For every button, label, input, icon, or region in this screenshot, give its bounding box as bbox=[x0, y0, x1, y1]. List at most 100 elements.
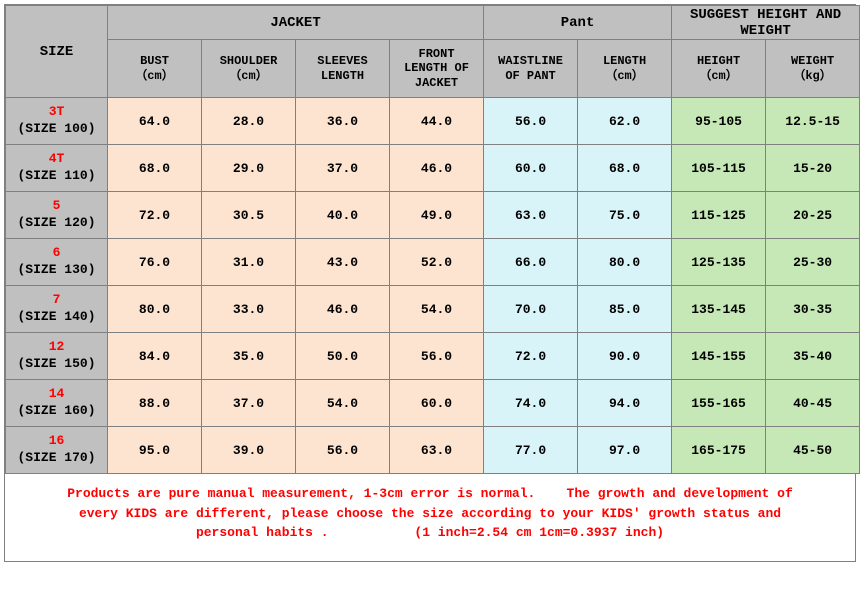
cell-height: 135-145 bbox=[672, 286, 766, 333]
col-weight: WEIGHT （kg） bbox=[766, 40, 860, 98]
cell-length: 80.0 bbox=[578, 239, 672, 286]
note: Products are pure manual measurement, 1-… bbox=[5, 474, 855, 561]
cell-weight: 12.5-15 bbox=[766, 98, 860, 145]
cell-waist: 66.0 bbox=[484, 239, 578, 286]
cell-front: 49.0 bbox=[390, 192, 484, 239]
cell-weight: 45-50 bbox=[766, 427, 860, 474]
cell-size: 12(SIZE 150) bbox=[6, 333, 108, 380]
cell-weight: 30-35 bbox=[766, 286, 860, 333]
note-l1a: Products are pure manual measurement, 1-… bbox=[67, 486, 535, 501]
cell-bust: 95.0 bbox=[108, 427, 202, 474]
cell-sleeves: 56.0 bbox=[296, 427, 390, 474]
table-row: 12(SIZE 150)84.035.050.056.072.090.0145-… bbox=[6, 333, 860, 380]
cell-height: 105-115 bbox=[672, 145, 766, 192]
cell-size: 6 (SIZE 130) bbox=[6, 239, 108, 286]
cell-length: 62.0 bbox=[578, 98, 672, 145]
cell-waist: 74.0 bbox=[484, 380, 578, 427]
size-sub: (SIZE 140) bbox=[17, 309, 95, 324]
table-row: 5(SIZE 120)72.030.540.049.063.075.0115-1… bbox=[6, 192, 860, 239]
size-label: 14 bbox=[49, 386, 65, 401]
cell-sleeves: 46.0 bbox=[296, 286, 390, 333]
cell-length: 94.0 bbox=[578, 380, 672, 427]
cell-size: 3T(SIZE 100) bbox=[6, 98, 108, 145]
cell-height: 155-165 bbox=[672, 380, 766, 427]
note-l1b: The growth and development of bbox=[567, 486, 793, 501]
table-row: 3T(SIZE 100)64.028.036.044.056.062.095-1… bbox=[6, 98, 860, 145]
cell-shoulder: 30.5 bbox=[202, 192, 296, 239]
size-chart: SIZE JACKET Pant SUGGEST HEIGHT AND WEIG… bbox=[4, 4, 856, 562]
cell-front: 44.0 bbox=[390, 98, 484, 145]
col-height: HEIGHT （cm） bbox=[672, 40, 766, 98]
cell-shoulder: 31.0 bbox=[202, 239, 296, 286]
cell-size: 16 (SIZE 170) bbox=[6, 427, 108, 474]
cell-waist: 63.0 bbox=[484, 192, 578, 239]
cell-size: 14 (SIZE 160) bbox=[6, 380, 108, 427]
size-label: 5 bbox=[53, 198, 61, 213]
cell-bust: 88.0 bbox=[108, 380, 202, 427]
cell-shoulder: 37.0 bbox=[202, 380, 296, 427]
cell-height: 125-135 bbox=[672, 239, 766, 286]
cell-waist: 56.0 bbox=[484, 98, 578, 145]
col-sleeves: SLEEVES LENGTH bbox=[296, 40, 390, 98]
col-size: SIZE bbox=[6, 6, 108, 98]
cell-front: 54.0 bbox=[390, 286, 484, 333]
table-row: 7(SIZE 140)80.033.046.054.070.085.0135-1… bbox=[6, 286, 860, 333]
col-bust: BUST （cm） bbox=[108, 40, 202, 98]
cell-sleeves: 43.0 bbox=[296, 239, 390, 286]
cell-weight: 15-20 bbox=[766, 145, 860, 192]
cell-shoulder: 33.0 bbox=[202, 286, 296, 333]
cell-bust: 68.0 bbox=[108, 145, 202, 192]
cell-bust: 64.0 bbox=[108, 98, 202, 145]
table-row: 16(SIZE 170)95.039.056.063.077.097.0165-… bbox=[6, 427, 860, 474]
cell-weight: 40-45 bbox=[766, 380, 860, 427]
size-sub: (SIZE 110) bbox=[17, 168, 95, 183]
note-l2: every KIDS are different, please choose … bbox=[79, 506, 781, 521]
header-row-2: BUST （cm） SHOULDER （cm） SLEEVES LENGTH F… bbox=[6, 40, 860, 98]
cell-weight: 35-40 bbox=[766, 333, 860, 380]
group-pant: Pant bbox=[484, 6, 672, 40]
table-row: 4T(SIZE 110)68.029.037.046.060.068.0105-… bbox=[6, 145, 860, 192]
size-label: 3T bbox=[49, 104, 65, 119]
size-label: 16 bbox=[49, 433, 65, 448]
size-sub: (SIZE 120) bbox=[17, 215, 95, 230]
cell-size: 5 (SIZE 120) bbox=[6, 192, 108, 239]
cell-shoulder: 35.0 bbox=[202, 333, 296, 380]
size-sub: (SIZE 170) bbox=[17, 450, 95, 465]
cell-shoulder: 39.0 bbox=[202, 427, 296, 474]
cell-height: 145-155 bbox=[672, 333, 766, 380]
cell-waist: 77.0 bbox=[484, 427, 578, 474]
group-suggest: SUGGEST HEIGHT AND WEIGHT bbox=[672, 6, 860, 40]
cell-front: 60.0 bbox=[390, 380, 484, 427]
cell-bust: 76.0 bbox=[108, 239, 202, 286]
col-length: LENGTH （cm） bbox=[578, 40, 672, 98]
cell-bust: 72.0 bbox=[108, 192, 202, 239]
cell-sleeves: 40.0 bbox=[296, 192, 390, 239]
size-sub: (SIZE 160) bbox=[17, 403, 95, 418]
cell-waist: 70.0 bbox=[484, 286, 578, 333]
size-table: SIZE JACKET Pant SUGGEST HEIGHT AND WEIG… bbox=[5, 5, 860, 474]
cell-height: 115-125 bbox=[672, 192, 766, 239]
note-l3b: (1 inch=2.54 cm 1cm=0.3937 inch) bbox=[414, 525, 664, 540]
cell-bust: 80.0 bbox=[108, 286, 202, 333]
col-shoulder: SHOULDER （cm） bbox=[202, 40, 296, 98]
cell-front: 46.0 bbox=[390, 145, 484, 192]
suggest-top: SUGGEST HEIGHT AND bbox=[690, 7, 841, 23]
size-label: 6 bbox=[53, 245, 61, 260]
col-waist: WAISTLINE OF PANT bbox=[484, 40, 578, 98]
cell-size: 4T(SIZE 110) bbox=[6, 145, 108, 192]
size-sub: (SIZE 150) bbox=[17, 356, 95, 371]
col-front: FRONT LENGTH OF JACKET bbox=[390, 40, 484, 98]
size-sub: (SIZE 130) bbox=[17, 262, 95, 277]
cell-front: 56.0 bbox=[390, 333, 484, 380]
header-row-1: SIZE JACKET Pant SUGGEST HEIGHT AND WEIG… bbox=[6, 6, 860, 40]
note-l3a: personal habits . bbox=[196, 525, 329, 540]
cell-sleeves: 37.0 bbox=[296, 145, 390, 192]
cell-length: 85.0 bbox=[578, 286, 672, 333]
cell-length: 90.0 bbox=[578, 333, 672, 380]
cell-weight: 25-30 bbox=[766, 239, 860, 286]
cell-sleeves: 50.0 bbox=[296, 333, 390, 380]
cell-length: 97.0 bbox=[578, 427, 672, 474]
cell-waist: 60.0 bbox=[484, 145, 578, 192]
cell-front: 63.0 bbox=[390, 427, 484, 474]
suggest-bot: WEIGHT bbox=[740, 23, 790, 39]
